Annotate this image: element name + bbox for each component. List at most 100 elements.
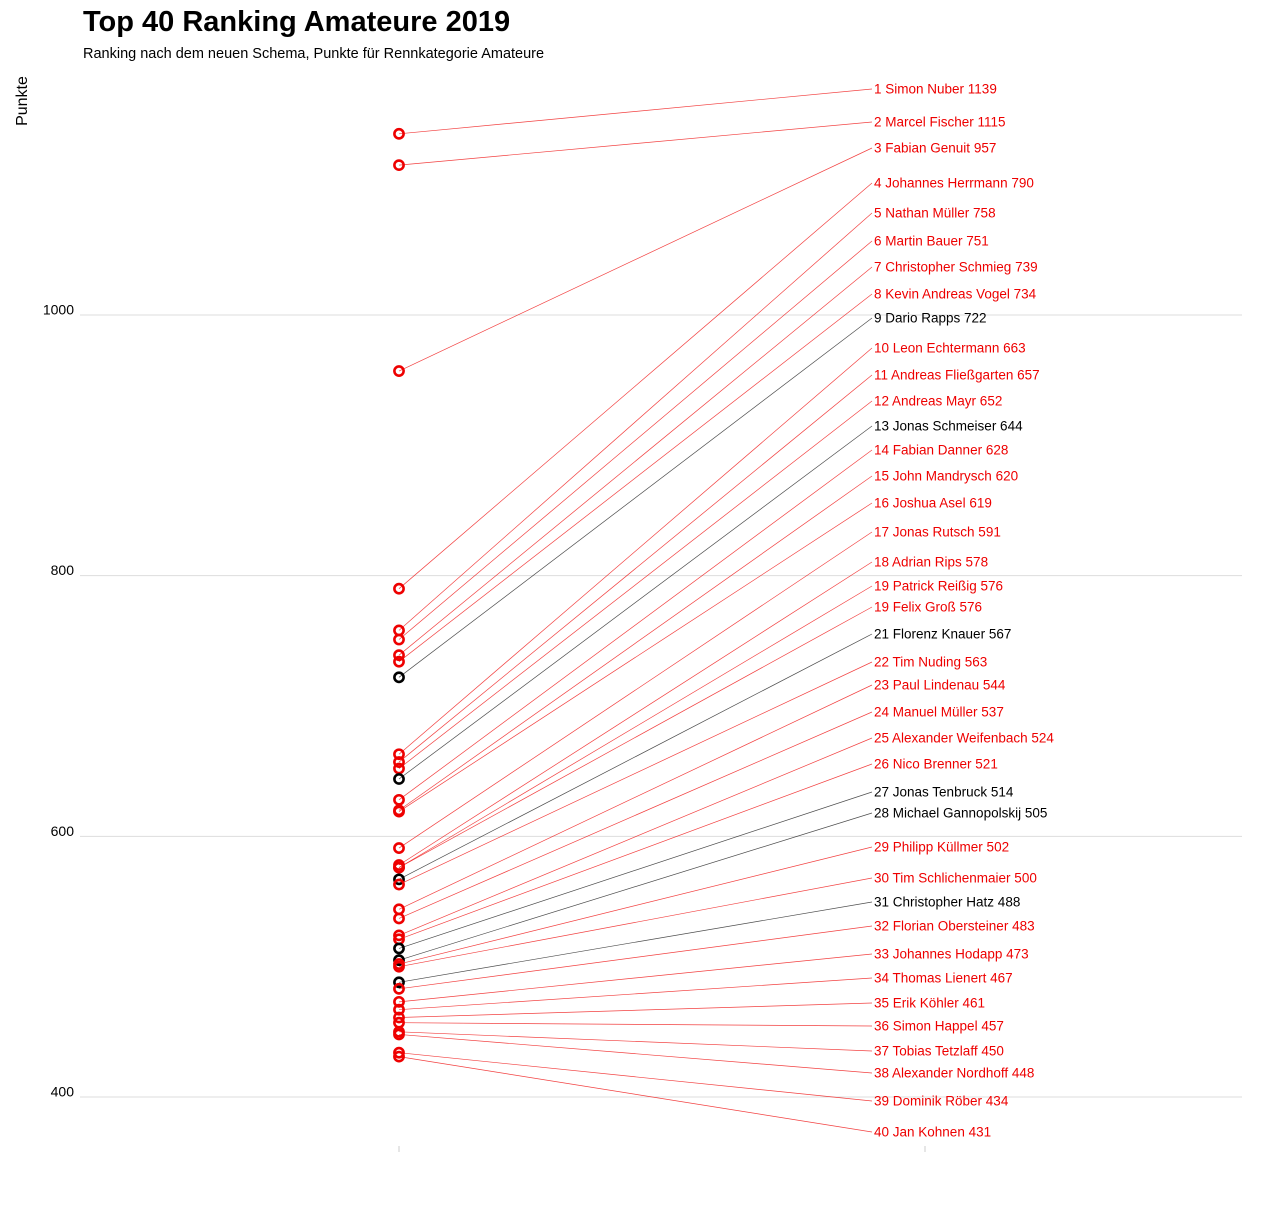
data-point-7 (393, 649, 405, 662)
data-point-38 (393, 1028, 405, 1041)
data-point-30 (393, 960, 405, 973)
data-label-33: 33 Johannes Hodapp 473 (874, 947, 1029, 962)
data-label-7: 7 Christopher Schmieg 739 (874, 260, 1038, 275)
connector-line-4 (398, 182, 873, 589)
data-point-14 (393, 793, 405, 806)
data-label-27: 27 Jonas Tenbruck 514 (874, 785, 1014, 800)
connector-line-33 (398, 953, 873, 1003)
y-tick-label-800: 800 (51, 562, 75, 578)
data-point-9 (393, 671, 405, 684)
data-label-32: 32 Florian Obersteiner 483 (874, 919, 1035, 934)
data-point-6 (393, 633, 405, 646)
data-label-1: 1 Simon Nuber 1139 (874, 82, 997, 97)
data-point-35 (393, 1011, 405, 1024)
data-label-35: 35 Erik Köhler 461 (874, 996, 985, 1011)
connector-line-17 (398, 531, 873, 849)
data-point-10 (393, 748, 405, 761)
chart-title: Top 40 Ranking Amateure 2019 (83, 6, 511, 38)
data-point-17 (393, 842, 405, 854)
connector-line-30 (398, 877, 873, 968)
data-label-37: 37 Tobias Tetzlaff 450 (874, 1044, 1004, 1059)
connector-line-11 (398, 374, 873, 763)
connector-line-25 (398, 737, 873, 936)
data-point-40 (393, 1050, 405, 1063)
connector-line-18 (398, 561, 873, 866)
connector-line-2 (398, 121, 873, 166)
data-label-8: 8 Kevin Andreas Vogel 734 (874, 287, 1037, 302)
data-point-27 (393, 942, 405, 955)
data-label-4: 4 Johannes Herrmann 790 (874, 176, 1034, 191)
data-label-6: 6 Martin Bauer 751 (874, 234, 989, 249)
data-point-31 (393, 976, 405, 989)
data-label-21: 21 Florenz Knauer 567 (874, 627, 1011, 642)
data-label-15: 15 John Mandrysch 620 (874, 469, 1018, 484)
connector-line-24 (398, 711, 873, 919)
data-label-24: 24 Manuel Müller 537 (874, 705, 1004, 720)
connector-line-35 (398, 1002, 873, 1018)
connector-line-7 (398, 266, 873, 656)
data-label-30: 30 Tim Schlichenmaier 500 (874, 871, 1037, 886)
label-layer: 1 Simon Nuber 1139 2 Marcel Fischer 1115 3… (874, 82, 1054, 1140)
connector-line-22 (398, 661, 873, 885)
data-point-33 (393, 995, 405, 1008)
connector-line-40 (398, 1056, 873, 1133)
data-label-26: 26 Nico Brenner 521 (874, 757, 998, 772)
connector-line-10 (398, 347, 873, 755)
data-point-8 (393, 655, 405, 668)
data-label-5: 5 Nathan Müller 758 (874, 206, 996, 221)
data-label-38: 38 Alexander Nordhoff 448 (874, 1066, 1034, 1081)
axis-layer: Punkte 400 600 800 1000 (14, 76, 926, 1152)
connector-line-8 (398, 293, 873, 662)
data-label-20: 19 Felix Groß 576 (874, 600, 982, 615)
data-point-34 (393, 1003, 405, 1016)
data-label-36: 36 Simon Happel 457 (874, 1019, 1004, 1034)
chart-subtitle: Ranking nach dem neuen Schema, Punkte fü… (83, 46, 545, 62)
data-label-31: 31 Christopher Hatz 488 (874, 895, 1020, 910)
data-point-39 (393, 1046, 405, 1059)
line-layer (398, 88, 873, 1133)
data-label-9: 9 Dario Rapps 722 (874, 311, 987, 326)
data-label-16: 16 Joshua Asel 619 (874, 496, 992, 511)
connector-line-37 (398, 1031, 873, 1052)
connector-line-32 (398, 925, 873, 990)
connector-line-13 (398, 425, 873, 780)
data-point-2 (393, 159, 405, 172)
y-tick-label-1000: 1000 (43, 302, 74, 318)
connector-line-16 (398, 502, 873, 812)
connector-line-1 (398, 88, 873, 135)
data-label-23: 23 Paul Lindenau 544 (874, 678, 1006, 693)
data-point-25 (393, 929, 405, 942)
data-point-20 (393, 861, 405, 874)
data-point-1 (393, 127, 405, 140)
data-point-21 (393, 873, 405, 886)
data-label-17: 17 Jonas Rutsch 591 (874, 525, 1001, 540)
connector-line-12 (398, 400, 873, 769)
connector-line-38 (398, 1034, 873, 1074)
data-label-40: 40 Jan Kohnen 431 (874, 1125, 991, 1140)
data-point-22 (393, 878, 405, 891)
data-point-28 (393, 954, 405, 967)
connector-line-21 (398, 633, 873, 880)
data-label-39: 39 Dominik Röber 434 (874, 1094, 1009, 1109)
connector-line-6 (398, 240, 873, 640)
data-label-22: 22 Tim Nuding 563 (874, 655, 987, 670)
data-label-14: 14 Fabian Danner 628 (874, 443, 1008, 458)
connector-line-28 (398, 812, 873, 961)
connector-line-5 (398, 212, 873, 631)
data-point-13 (393, 773, 405, 785)
connector-line-19 (398, 585, 873, 868)
data-label-28: 28 Michael Gannopolskij 505 (874, 806, 1047, 821)
y-tick-label-600: 600 (51, 823, 75, 839)
connector-line-9 (398, 317, 873, 678)
data-label-34: 34 Thomas Lienert 467 (874, 971, 1013, 986)
data-point-3 (393, 365, 405, 377)
data-point-16 (393, 805, 405, 818)
point-layer (393, 127, 405, 1063)
grid-layer (80, 314, 1242, 1098)
connector-line-34 (398, 977, 873, 1011)
data-label-2: 2 Marcel Fischer 1115 (874, 115, 1006, 130)
y-tick-label-400: 400 (51, 1084, 75, 1100)
connector-line-31 (398, 901, 873, 983)
connector-line-3 (398, 147, 873, 372)
